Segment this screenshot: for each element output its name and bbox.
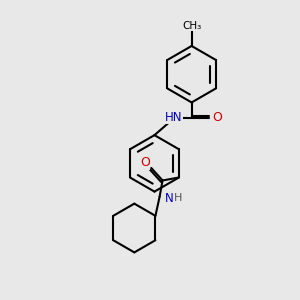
Text: O: O xyxy=(212,110,222,124)
Text: O: O xyxy=(140,156,150,169)
Text: H: H xyxy=(174,193,182,203)
Text: HN: HN xyxy=(165,111,182,124)
Text: CH₃: CH₃ xyxy=(182,21,201,31)
Text: N: N xyxy=(165,192,173,205)
